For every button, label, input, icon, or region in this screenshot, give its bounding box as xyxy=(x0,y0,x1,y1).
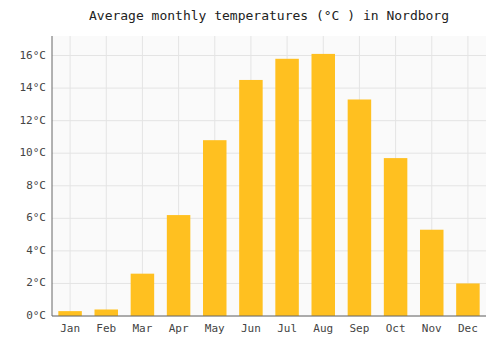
bar xyxy=(94,309,118,316)
y-tick-label: 4°C xyxy=(26,244,46,257)
bar xyxy=(239,80,263,316)
y-tick-label: 14°C xyxy=(20,81,47,94)
x-tick-label: Mar xyxy=(132,322,152,335)
x-grid-line xyxy=(106,36,107,316)
x-grid-line xyxy=(70,36,71,316)
chart-container: 0°C 2°C 4°C 6°C 8°C 10°C 12°C 14°C 16°C Jan Feb Mar… xyxy=(0,0,500,350)
y-grid-line xyxy=(52,88,486,89)
x-tick-label: Apr xyxy=(169,322,189,335)
bar xyxy=(348,99,372,316)
bar xyxy=(203,140,227,316)
x-tick-label: Dec xyxy=(458,322,478,335)
x-tick-label: Aug xyxy=(313,322,333,335)
y-grid-line xyxy=(52,120,486,121)
x-tick-label: Nov xyxy=(422,322,442,335)
x-tick-label: Sep xyxy=(349,322,369,335)
y-tick-label: 16°C xyxy=(20,49,47,62)
y-axis-line xyxy=(52,36,53,316)
x-axis-line xyxy=(52,316,486,317)
y-tick-label: 2°C xyxy=(26,276,46,289)
plot-background xyxy=(52,36,486,316)
bar xyxy=(167,215,191,316)
y-grid-line xyxy=(52,153,486,154)
grid xyxy=(52,36,486,316)
y-tick-label: 0°C xyxy=(26,309,46,322)
bar xyxy=(275,59,299,316)
x-tick-label: May xyxy=(205,322,225,335)
y-grid-line xyxy=(52,218,486,219)
y-grid-line xyxy=(52,316,486,317)
bar xyxy=(384,158,408,316)
bars xyxy=(58,54,479,316)
bar xyxy=(420,230,444,316)
x-tick-label: Feb xyxy=(96,322,116,335)
bar xyxy=(58,311,82,316)
bar xyxy=(456,283,480,316)
y-grid-line xyxy=(52,55,486,56)
y-tick-label: 6°C xyxy=(26,211,46,224)
y-tick-label: 12°C xyxy=(20,114,47,127)
chart-title: Average monthly temperatures (°C ) in No… xyxy=(89,8,449,23)
axes: 0°C 2°C 4°C 6°C 8°C 10°C 12°C 14°C 16°C Jan Feb Mar… xyxy=(20,49,478,335)
bar xyxy=(131,274,155,316)
y-tick-label: 8°C xyxy=(26,179,46,192)
x-tick-label: Jun xyxy=(241,322,261,335)
y-tick-label: 10°C xyxy=(20,146,47,159)
x-tick-label: Oct xyxy=(386,322,406,335)
y-grid-line xyxy=(52,185,486,186)
chart-svg: 0°C 2°C 4°C 6°C 8°C 10°C 12°C 14°C 16°C Jan Feb Mar… xyxy=(0,0,500,350)
bar xyxy=(311,54,335,316)
x-tick-label: Jul xyxy=(277,322,297,335)
x-grid-line xyxy=(467,36,468,316)
x-tick-label: Jan xyxy=(60,322,80,335)
